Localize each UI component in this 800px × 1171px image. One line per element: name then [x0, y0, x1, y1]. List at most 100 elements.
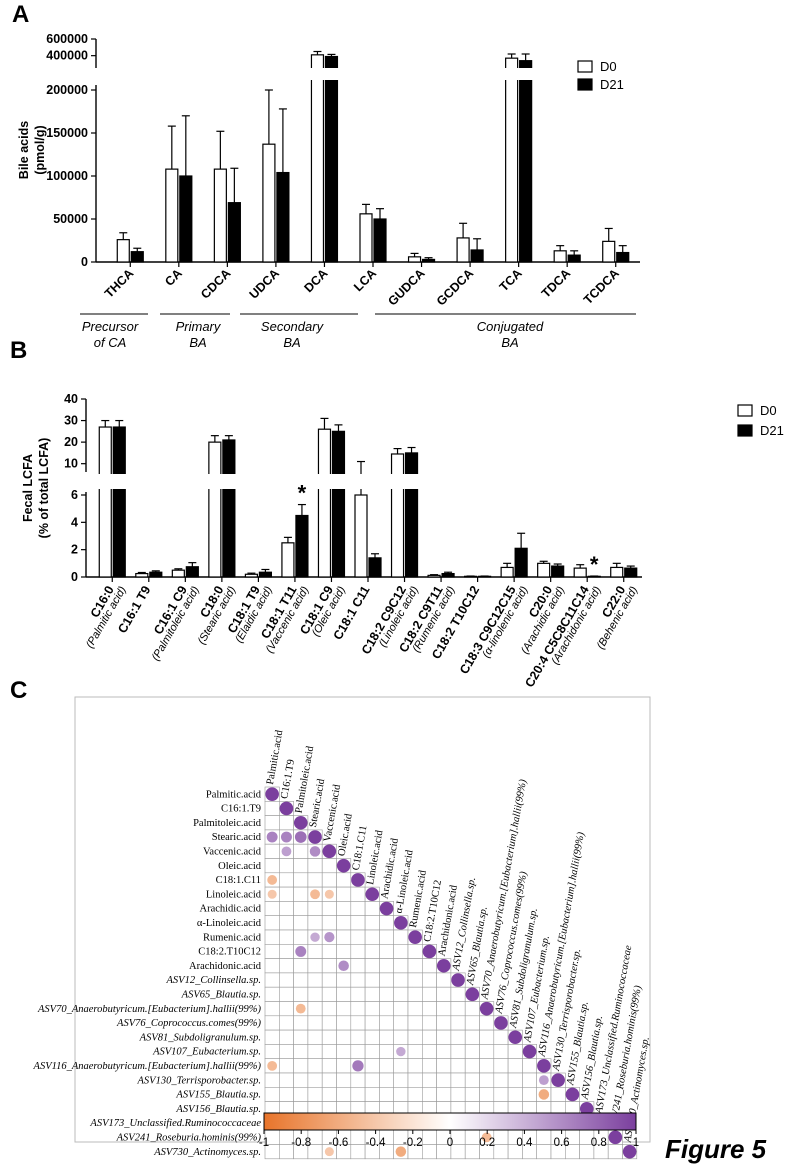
heatmap-cell: [364, 1087, 380, 1102]
row-label: ASV76_Coprococcus.comes(99%): [116, 1018, 261, 1029]
y-tick-label: 100000: [46, 169, 88, 183]
heatmap-cell: [379, 1029, 394, 1045]
legend-label-d0: D0: [600, 59, 617, 74]
heatmap-cell: [436, 1058, 452, 1074]
heatmap-cell: [307, 1058, 323, 1074]
heatmap-cell: [264, 1029, 280, 1045]
bar-d21: [185, 566, 199, 578]
heatmap-cell: [493, 1144, 509, 1160]
row-label: Arachidic.acid: [199, 904, 261, 915]
correlation-circle: [336, 858, 351, 873]
bar-d21: [324, 55, 339, 263]
correlation-circle: [481, 1132, 492, 1143]
bar-d0: [553, 250, 567, 263]
figure-title: Figure 5: [665, 1134, 767, 1164]
heatmap-cell: [350, 1129, 366, 1145]
heatmap-cell: [421, 1015, 437, 1031]
correlation-circle: [408, 930, 422, 944]
x-tick-label: CA: [162, 266, 185, 289]
legend-swatch-d21: [577, 78, 593, 91]
bar-d0: [317, 428, 332, 578]
correlation-circle: [351, 873, 365, 887]
bar-d0: [505, 57, 519, 263]
x-tick-label: TCA: [497, 266, 525, 294]
bar-d0: [244, 573, 258, 578]
bar-d0: [427, 574, 441, 578]
bar-d0: [573, 567, 587, 578]
heatmap-cell: [278, 1029, 294, 1045]
heatmap-cell: [464, 1015, 480, 1031]
heatmap-cell: [350, 1001, 366, 1017]
heatmap-cell: [421, 1058, 437, 1074]
bar-d0: [116, 239, 130, 263]
heatmap-cell: [264, 858, 280, 874]
heatmap-cell: [278, 886, 294, 902]
correlation-circle: [379, 901, 394, 916]
correlation-circle: [622, 1144, 637, 1159]
heatmap-cell: [350, 1015, 366, 1031]
axis-break: [85, 474, 641, 489]
heatmap-cell: [479, 1015, 495, 1031]
heatmap-cell: [278, 943, 294, 959]
heatmap-cell: [293, 958, 309, 974]
x-tick-label: GUDCA: [385, 266, 427, 308]
correlation-circle: [310, 889, 320, 900]
bar-d0: [456, 237, 470, 263]
heatmap-cell: [436, 1087, 452, 1102]
heatmap-cell: [436, 1001, 452, 1017]
y-tick-label: 40: [64, 392, 78, 406]
heatmap-cell: [393, 1087, 409, 1102]
row-label: C18:2.T10C12: [198, 947, 261, 958]
bar-d0: [262, 143, 276, 263]
heatmap-cell: [493, 1129, 509, 1145]
y-axis-label: Bile acids: [17, 121, 31, 179]
heatmap-cell: [364, 986, 380, 1002]
correlation-circle: [265, 787, 279, 801]
x-tick-label: TDCA: [539, 266, 573, 300]
y-tick-label: 0: [71, 570, 78, 584]
heatmap-cell: [464, 1087, 480, 1102]
heatmap-cell: [307, 858, 323, 874]
correlation-circle: [308, 830, 322, 844]
bar-d21: [567, 254, 581, 263]
heatmap-cell: [278, 915, 294, 931]
heatmap-cell: [307, 972, 323, 988]
bar-d21: [421, 258, 436, 263]
heatmap-cell: [450, 1015, 466, 1031]
heatmap-cell: [264, 815, 280, 831]
heatmap-cell: [493, 1058, 509, 1074]
legend-swatch-d0: [577, 60, 593, 73]
heatmap-cell: [450, 1029, 466, 1045]
heatmap-cell: [336, 972, 352, 988]
correlation-circle: [479, 1001, 494, 1016]
correlation-circle: [267, 875, 278, 885]
x-tick-label: LCA: [351, 266, 379, 294]
correlation-circle: [538, 1089, 550, 1100]
heatmap-cell: [364, 958, 380, 974]
group-label: BA: [501, 335, 518, 350]
heatmap-cell: [464, 1029, 480, 1045]
group-label: Primary: [176, 319, 222, 334]
bar-d0: [602, 240, 616, 263]
bar-d0: [610, 566, 624, 578]
heatmap-cell: [407, 1072, 423, 1088]
heatmap-cell: [293, 843, 309, 859]
heatmap-cell: [293, 886, 309, 902]
x-tick-label: DCA: [302, 266, 331, 295]
heatmap-cell: [293, 872, 309, 888]
heatmap-cell: [407, 1015, 423, 1031]
legend-swatch-d21: [737, 424, 753, 437]
heatmap-cell: [336, 943, 352, 959]
x-tick-label: UDCA: [247, 266, 282, 301]
correlation-circle: [508, 1030, 523, 1045]
heatmap-cell: [350, 915, 366, 931]
heatmap-cell: [450, 1001, 466, 1017]
correlation-circle: [294, 831, 307, 843]
bar-d0: [213, 168, 227, 263]
heatmap-cell: [522, 1072, 538, 1088]
heatmap-cell: [336, 872, 352, 888]
heatmap-cell: [350, 1144, 366, 1160]
heatmap-cell: [507, 1058, 523, 1074]
heatmap-cell: [336, 1087, 352, 1102]
heatmap-cell: [293, 901, 309, 917]
